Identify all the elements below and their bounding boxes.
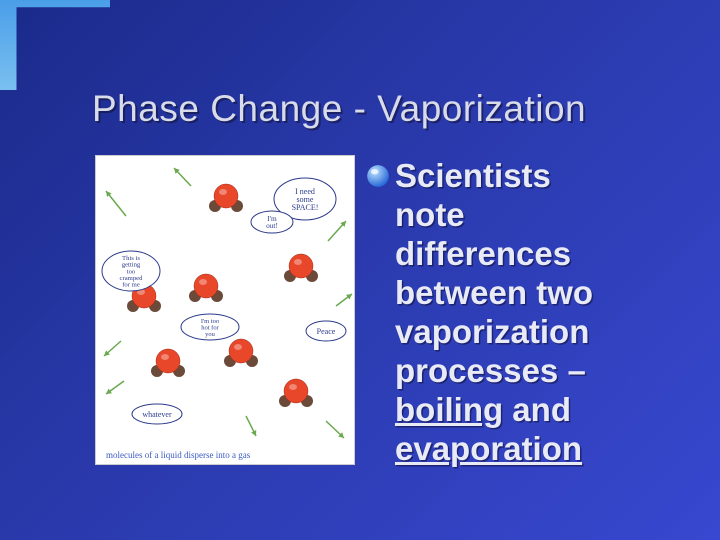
bullet-line: processes – — [395, 352, 586, 389]
bullet-line: note — [395, 196, 465, 233]
bullet-text: Scientists note differences between two … — [395, 157, 593, 469]
bullet-line: vaporization — [395, 313, 589, 350]
bullet-area: Scientists note differences between two … — [365, 155, 660, 510]
content-row: I needsomeSPACE!This isgettingtoocramped… — [95, 155, 660, 510]
svg-text:Peace: Peace — [317, 327, 336, 336]
svg-text:whatever: whatever — [142, 410, 172, 419]
svg-text:out!: out! — [266, 221, 278, 230]
svg-text:you: you — [205, 331, 216, 338]
bullet-underline-word: boiling — [395, 391, 503, 428]
bullet-lead: Scientists — [395, 157, 551, 194]
illustration-svg: I needsomeSPACE!This isgettingtoocramped… — [96, 156, 356, 466]
bullet-joiner: and — [503, 391, 571, 428]
bullet-line: between two — [395, 274, 593, 311]
illustration-caption: molecules of a liquid disperse into a ga… — [106, 450, 251, 460]
slide-title: Phase Change - Vaporization — [92, 88, 680, 130]
bullet-item: Scientists note differences between two … — [365, 157, 660, 469]
slide: Phase Change - Vaporization I needsomeSP… — [0, 0, 720, 540]
bullet-line: differences — [395, 235, 571, 272]
bullet-underline-word: evaporation — [395, 430, 582, 467]
svg-text:SPACE!: SPACE! — [292, 203, 319, 212]
molecule-illustration: I needsomeSPACE!This isgettingtoocramped… — [95, 155, 355, 465]
sphere-bullet-icon — [365, 163, 391, 189]
svg-text:for me: for me — [122, 282, 140, 289]
